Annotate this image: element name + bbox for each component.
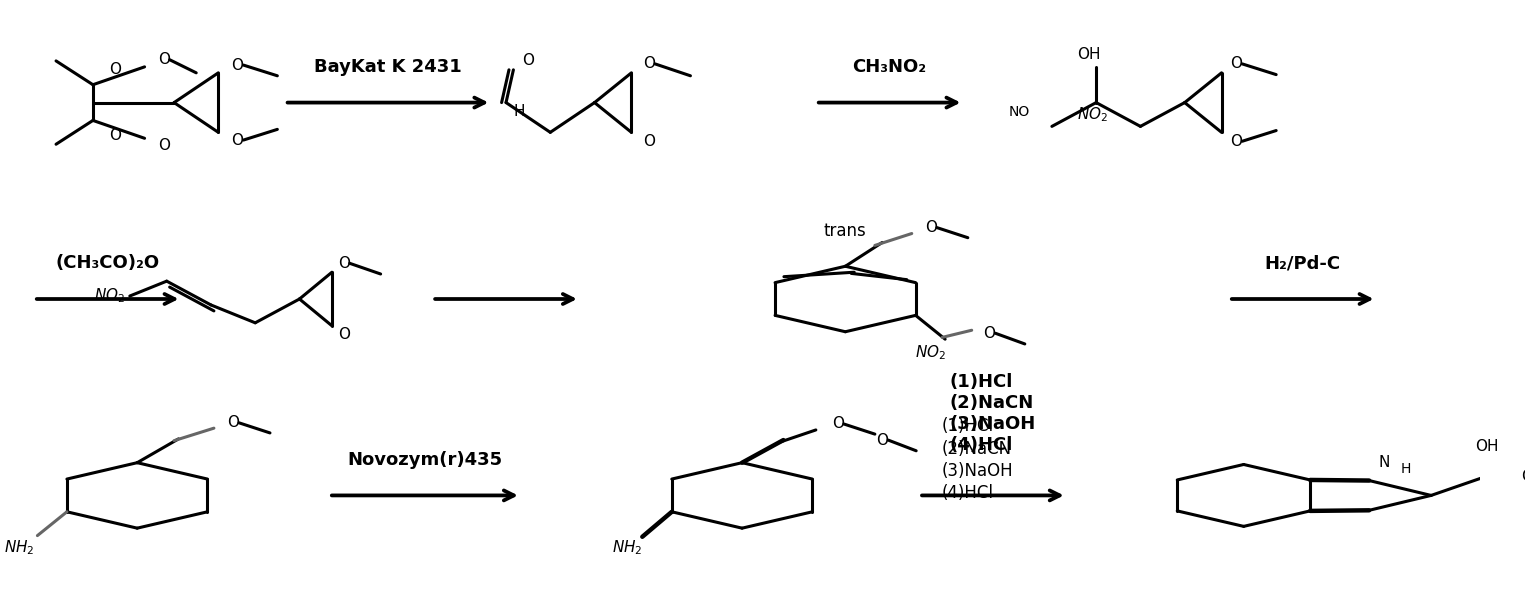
Text: Novozym(r)435: Novozym(r)435 [348,451,502,469]
Text: O: O [110,62,120,77]
Text: O: O [522,53,534,68]
Text: O: O [157,138,169,153]
Text: O: O [232,133,244,148]
Text: H: H [514,104,525,119]
Text: O: O [232,57,244,72]
Text: O: O [157,52,169,67]
Text: O: O [644,134,656,149]
Text: (1)HCl
(2)NaCN
(3)NaOH
(4)HCl: (1)HCl (2)NaCN (3)NaOH (4)HCl [941,417,1013,502]
Text: (CH₃CO)₂O: (CH₃CO)₂O [55,254,160,272]
Text: O: O [926,220,936,235]
Text: $NH_2$: $NH_2$ [612,538,644,557]
Text: $NH_2$: $NH_2$ [5,538,35,557]
Text: O: O [984,326,996,341]
Text: BayKat K 2431: BayKat K 2431 [314,58,462,76]
Text: OH: OH [1475,439,1499,454]
Text: OH: OH [1077,47,1101,62]
Text: $NO_2$: $NO_2$ [1077,105,1109,124]
Text: O: O [337,327,349,342]
Text: O: O [1231,56,1243,71]
Text: H₂/Pd-C: H₂/Pd-C [1264,254,1340,272]
Text: (1)HCl
(2)NaCN
(3)NaOH
(4)HCl: (1)HCl (2)NaCN (3)NaOH (4)HCl [950,373,1035,454]
Text: O: O [337,256,349,271]
Text: O: O [644,56,656,71]
Text: trans: trans [824,221,866,240]
Text: O: O [227,415,239,431]
Text: O: O [1231,134,1243,149]
Text: N: N [1379,455,1389,470]
Text: NO: NO [1008,105,1029,118]
Text: O: O [877,432,888,447]
Text: O: O [110,128,120,143]
Text: $NO_2$: $NO_2$ [915,343,946,362]
Text: $NO_2$: $NO_2$ [95,286,125,306]
Text: O: O [1520,469,1525,484]
Text: CH₃NO₂: CH₃NO₂ [852,58,927,76]
Text: O: O [833,416,843,432]
Text: H: H [1401,462,1411,475]
